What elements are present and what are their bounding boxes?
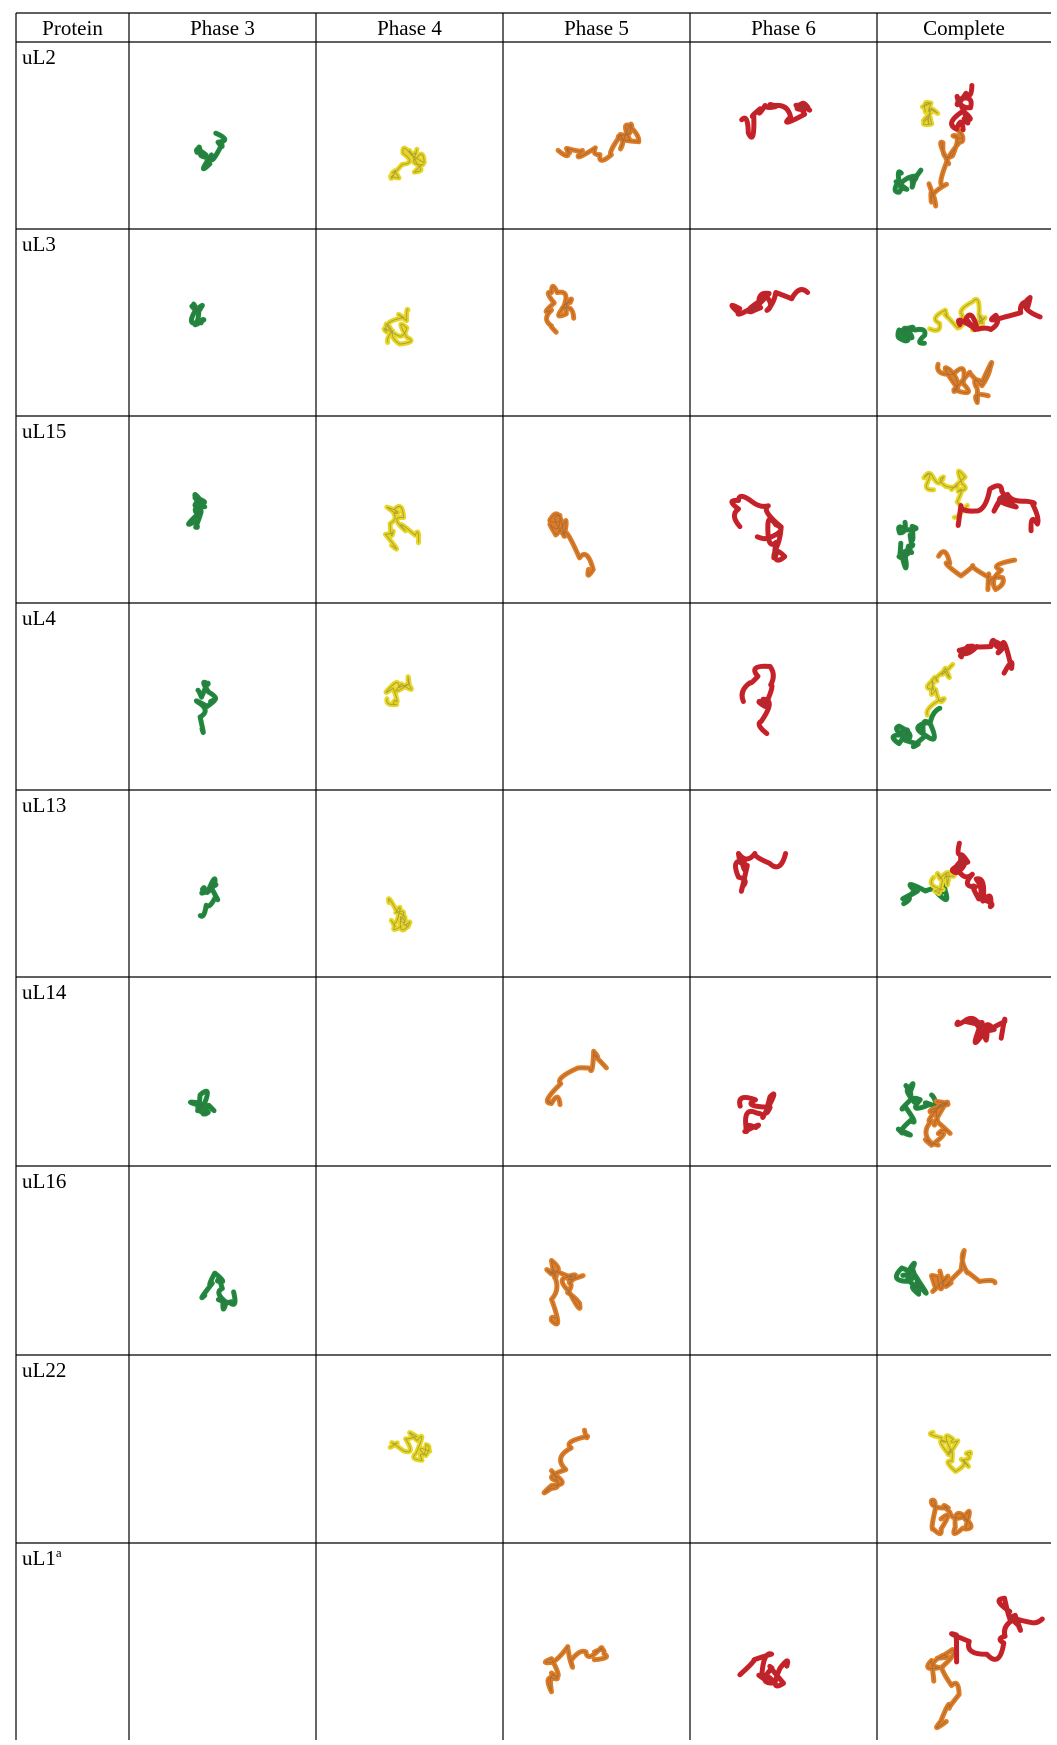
column-header: Phase 6 — [751, 16, 816, 40]
structure-ribbon — [958, 486, 1038, 531]
structure-image — [390, 1432, 971, 1471]
row-label-text: uL13 — [22, 793, 66, 817]
row-label: uL14 — [22, 980, 67, 1004]
structure-image — [547, 1251, 995, 1324]
structure-ribbon — [742, 103, 810, 137]
structure-ribbon — [196, 682, 215, 732]
structure-ribbon — [547, 1261, 583, 1324]
row-label: uL2 — [22, 45, 56, 69]
structure-table: Protein Phase 3 Phase 4 Phase 5 Phase 6 Compl… — [0, 0, 1057, 1740]
structure-image — [740, 1598, 1042, 1686]
row-label: uL1a — [22, 1545, 62, 1570]
row-label-text: uL3 — [22, 232, 56, 256]
structure-ribbon — [929, 130, 963, 206]
row-label: uL3 — [22, 232, 56, 256]
structure-image — [386, 664, 953, 715]
structure-image — [384, 299, 985, 344]
row-label-superscript: a — [56, 1545, 62, 1560]
structure-image — [732, 290, 1040, 330]
row-label: uL4 — [22, 606, 56, 630]
column-header: Complete — [923, 16, 1005, 40]
structure-ribbon-shade — [952, 843, 992, 907]
structure-image — [391, 102, 938, 178]
row-label-text: uL1 — [22, 1546, 56, 1570]
structure-ribbon — [952, 1598, 1043, 1662]
structure-image — [740, 1018, 1005, 1131]
row-label: uL13 — [22, 793, 66, 817]
column-header: Protein — [42, 16, 103, 40]
structure-ribbon — [740, 1654, 788, 1686]
column-header: Phase 3 — [190, 16, 255, 40]
row-label-text: uL4 — [22, 606, 56, 630]
row-label-text: uL15 — [22, 419, 66, 443]
column-header: Phase 5 — [564, 16, 629, 40]
structure-image — [544, 1430, 971, 1533]
structure-image — [197, 133, 921, 192]
row-label-text: uL14 — [22, 980, 67, 1004]
row-label: uL22 — [22, 1358, 66, 1382]
column-header: Phase 4 — [377, 16, 442, 40]
page: Protein Phase 3 Phase 4 Phase 5 Phase 6 Compl… — [0, 0, 1057, 1740]
row-label: uL15 — [22, 419, 66, 443]
structure-image — [191, 304, 925, 343]
row-label: uL16 — [22, 1169, 66, 1193]
structure-image — [200, 879, 946, 916]
structure-ribbon — [547, 1051, 606, 1104]
row-label-text: uL2 — [22, 45, 56, 69]
structure-ribbon — [544, 1430, 588, 1493]
row-label-text: uL22 — [22, 1358, 66, 1382]
structure-ribbon-shade — [952, 1598, 1043, 1662]
structure-image — [388, 872, 953, 929]
structure-image — [732, 486, 1038, 560]
structure-ribbon — [959, 640, 1012, 673]
structure-image — [196, 682, 939, 746]
structure-ribbon — [893, 708, 940, 746]
structure-image — [385, 471, 967, 549]
structure-ribbon — [545, 1647, 606, 1692]
row-label-text: uL16 — [22, 1169, 66, 1193]
structure-image — [558, 124, 963, 206]
structure-image — [191, 1084, 937, 1135]
